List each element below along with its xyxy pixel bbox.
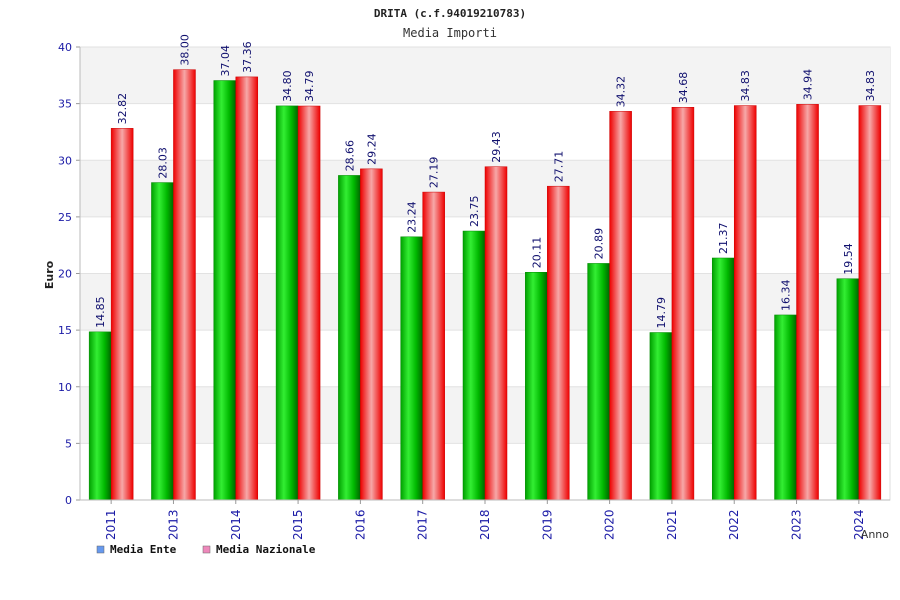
legend-swatch-media-ente <box>96 545 105 554</box>
chart-subtitle: Media Importi <box>403 26 497 40</box>
bar-value-label: 19.54 <box>842 243 855 275</box>
x-tick-label: 2020 <box>603 509 617 540</box>
y-tick-label: 15 <box>58 324 72 337</box>
bar-media-nazionale <box>110 128 134 501</box>
bar-value-label: 16.34 <box>780 279 793 311</box>
y-tick-label: 35 <box>58 98 72 111</box>
x-tick-label: 2013 <box>166 509 180 540</box>
bar-media-nazionale <box>484 166 508 501</box>
legend-label: Media Ente <box>110 543 177 556</box>
bar-media-ente <box>400 236 423 501</box>
x-axis-label: Anno <box>861 528 889 541</box>
x-tick-label: 2024 <box>852 509 866 540</box>
bar-media-ente <box>88 331 112 501</box>
bar-media-nazionale <box>547 185 570 501</box>
bar-media-nazionale <box>858 105 882 501</box>
legend-swatch-media-nazionale <box>202 545 211 554</box>
x-tick-label: 2017 <box>416 509 430 540</box>
bar-value-label: 34.83 <box>739 70 752 102</box>
x-tick-label: 2011 <box>104 509 118 540</box>
x-tick-label: 2018 <box>478 509 492 540</box>
bar-media-nazionale <box>235 76 259 501</box>
bar-value-label: 34.32 <box>615 76 628 108</box>
bar-media-ente <box>525 272 548 501</box>
bar-media-ente <box>338 175 361 501</box>
bar-media-ente <box>587 263 610 501</box>
bar-value-label: 23.75 <box>468 196 481 228</box>
bar-media-nazionale <box>173 69 196 501</box>
bar-media-ente <box>774 314 797 501</box>
bar-value-label: 23.24 <box>406 201 419 233</box>
x-tick-label: 2023 <box>790 509 804 540</box>
bar-media-nazionale <box>796 104 819 501</box>
y-tick-label: 5 <box>65 437 72 450</box>
y-tick-label: 10 <box>58 381 72 394</box>
bar-value-label: 34.94 <box>802 69 815 101</box>
bar-value-label: 27.19 <box>428 157 441 189</box>
x-tick-label: 2021 <box>665 509 679 540</box>
bar-value-label: 28.03 <box>156 147 169 179</box>
y-tick-label: 25 <box>58 211 72 224</box>
bar-value-label: 14.79 <box>655 297 668 329</box>
bar-media-ente <box>836 278 860 501</box>
bar-value-label: 28.66 <box>343 140 356 172</box>
bar-media-ente <box>649 332 673 501</box>
bar-value-label: 20.11 <box>530 237 543 269</box>
x-tick-label: 2014 <box>229 509 243 540</box>
bar-media-nazionale <box>297 105 321 501</box>
bar-value-label: 37.36 <box>241 41 254 73</box>
x-axis-ticks: 2011 2013 2014 2015 2016 2017 2018 2019 2020 2021… <box>104 500 866 540</box>
legend-label: Media Nazionale <box>216 543 316 556</box>
y-axis-label: Euro <box>43 260 56 289</box>
bar-media-nazionale <box>422 191 445 501</box>
bar-media-nazionale <box>671 106 695 501</box>
x-tick-label: 2022 <box>727 509 741 540</box>
bars <box>88 69 882 501</box>
bar-value-label: 21.37 <box>717 222 730 254</box>
bar-value-label: 27.71 <box>552 151 565 183</box>
x-tick-label: 2015 <box>291 509 305 540</box>
bar-value-label: 34.83 <box>864 70 877 102</box>
bar-value-label: 20.89 <box>593 228 606 260</box>
legend: Media Ente Media Nazionale <box>96 543 316 556</box>
y-tick-label: 40 <box>58 41 72 54</box>
x-tick-label: 2016 <box>353 509 367 540</box>
bar-value-label: 32.82 <box>116 93 129 124</box>
bar-value-label: 38.00 <box>178 34 191 66</box>
bar-value-label: 34.68 <box>677 72 690 104</box>
y-tick-label: 30 <box>58 154 72 167</box>
bar-media-nazionale <box>609 111 632 501</box>
bar-value-label: 37.04 <box>219 45 232 77</box>
bar-value-label: 34.79 <box>303 71 316 103</box>
bar-value-label: 34.80 <box>281 70 294 102</box>
bar-media-ente <box>275 105 299 501</box>
y-tick-label: 20 <box>58 268 72 281</box>
bar-media-ente <box>711 257 735 501</box>
bar-media-nazionale <box>360 168 383 501</box>
grid-band <box>80 47 890 104</box>
bar-media-ente <box>213 80 237 501</box>
chart-title: DRITA (c.f.94019210783) <box>374 7 526 20</box>
x-tick-label: 2019 <box>540 509 554 540</box>
bar-value-label: 29.43 <box>490 131 503 163</box>
bar-value-label: 14.85 <box>94 296 107 328</box>
bar-media-ente <box>151 182 174 501</box>
bar-value-label: 29.24 <box>365 133 378 165</box>
bar-media-nazionale <box>733 105 757 501</box>
y-tick-label: 0 <box>65 494 72 507</box>
bar-media-ente <box>462 230 486 501</box>
data-labels: 14.85 32.82 28.03 38.00 37.04 37.36 34.80 34.79… <box>94 34 877 328</box>
